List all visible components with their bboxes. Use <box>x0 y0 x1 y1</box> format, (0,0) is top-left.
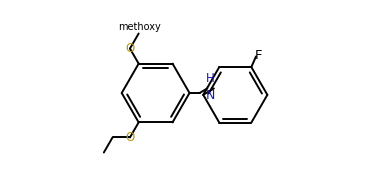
Text: O: O <box>125 42 135 55</box>
Text: O: O <box>125 131 135 144</box>
Text: methoxy: methoxy <box>118 22 160 32</box>
Text: N: N <box>206 89 215 102</box>
Text: H: H <box>206 72 215 85</box>
Text: F: F <box>254 49 262 62</box>
